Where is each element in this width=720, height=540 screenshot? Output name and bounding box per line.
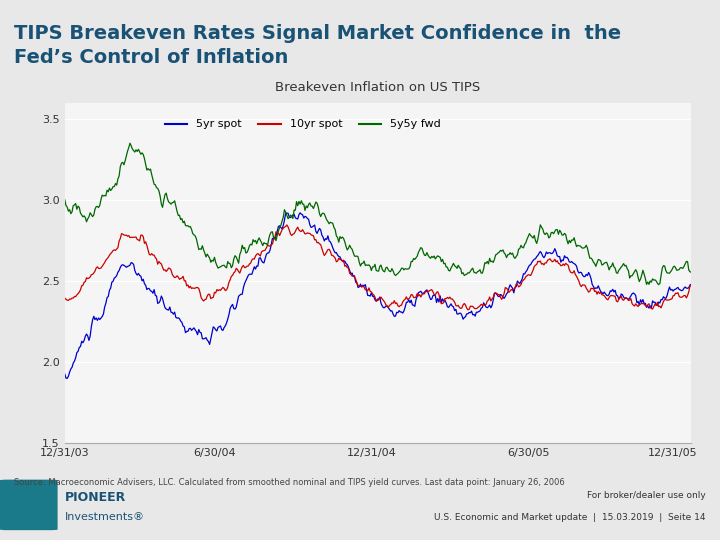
- 5yr spot: [60, 371, 69, 377]
- 5y5y fwd: [60, 197, 69, 203]
- 5yr spot: [617, 291, 626, 297]
- 10yr spot: [230, 268, 239, 275]
- 5y5y fwd: [654, 281, 663, 288]
- 10yr spot: [60, 295, 69, 301]
- 5y5y fwd: [687, 269, 696, 275]
- 10yr spot: [687, 283, 696, 289]
- 10yr spot: [282, 222, 291, 228]
- Title: Breakeven Inflation on US TIPS: Breakeven Inflation on US TIPS: [275, 82, 481, 94]
- Text: Investments®: Investments®: [65, 512, 145, 522]
- 10yr spot: [562, 260, 570, 267]
- FancyBboxPatch shape: [0, 480, 58, 530]
- 5y5y fwd: [552, 226, 560, 233]
- 10yr spot: [135, 238, 144, 244]
- Text: U.S. Economic and Market update  |  15.03.2019  |  Seite 14: U.S. Economic and Market update | 15.03.…: [434, 514, 706, 522]
- Line: 5y5y fwd: 5y5y fwd: [65, 143, 691, 285]
- 5yr spot: [137, 273, 145, 279]
- 10yr spot: [77, 282, 86, 289]
- 10yr spot: [617, 293, 626, 299]
- Text: For broker/dealer use only: For broker/dealer use only: [587, 491, 706, 500]
- 10yr spot: [553, 258, 562, 264]
- Text: Source: Macroeconomic Advisers, LLC. Calculated from smoothed nominal and TIPS y: Source: Macroeconomic Advisers, LLC. Cal…: [14, 478, 565, 487]
- 5y5y fwd: [616, 266, 624, 272]
- 5yr spot: [553, 253, 562, 259]
- Text: TIPS Breakeven Rates Signal Market Confidence in  the
Fed’s Control of Inflation: TIPS Breakeven Rates Signal Market Confi…: [14, 24, 621, 67]
- 5yr spot: [296, 210, 305, 216]
- 10yr spot: [464, 307, 472, 313]
- 5y5y fwd: [126, 140, 135, 146]
- 5y5y fwd: [77, 212, 86, 218]
- 5yr spot: [562, 254, 570, 261]
- 5yr spot: [63, 375, 71, 382]
- Text: PIONEER: PIONEER: [65, 491, 126, 504]
- 5y5y fwd: [560, 230, 569, 237]
- 5yr spot: [232, 304, 240, 310]
- 5y5y fwd: [137, 151, 145, 158]
- 5yr spot: [78, 340, 87, 346]
- 5y5y fwd: [232, 254, 240, 260]
- Line: 5yr spot: 5yr spot: [65, 213, 691, 379]
- Legend: 5yr spot, 10yr spot, 5y5y fwd: 5yr spot, 10yr spot, 5y5y fwd: [161, 115, 445, 134]
- Line: 10yr spot: 10yr spot: [65, 225, 691, 310]
- 5yr spot: [687, 281, 696, 288]
